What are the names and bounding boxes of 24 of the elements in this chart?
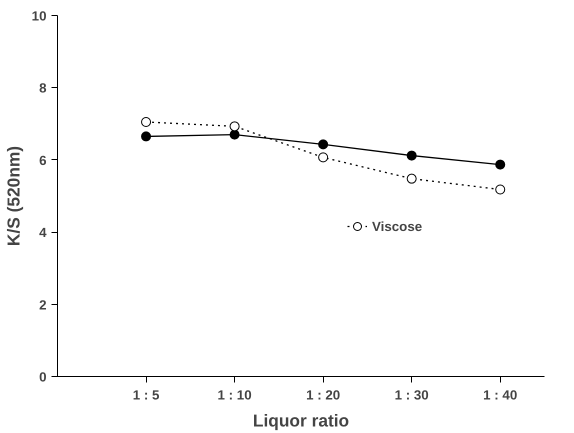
point — [318, 152, 328, 162]
y-tick-label: 10 — [32, 8, 47, 24]
y-axis-title: K/S (520nm) — [4, 146, 24, 246]
y-tick-label: 6 — [39, 152, 47, 168]
point — [141, 117, 152, 127]
x-axis-title: Liquor ratio — [252, 410, 350, 430]
x-tick-label: 1 : 30 — [394, 388, 429, 402]
legend-label: Viscose — [372, 218, 422, 234]
x-tick-label: 1 : 20 — [306, 388, 340, 402]
point — [406, 150, 417, 161]
y-tick-label: 2 — [39, 297, 47, 312]
y-tick-label: 4 — [39, 225, 48, 240]
x-tick-label: 1 : 5 — [132, 388, 160, 402]
point — [141, 131, 152, 142]
point — [318, 139, 328, 150]
x-tick-label: 1 : 40 — [483, 388, 518, 402]
point — [230, 130, 240, 140]
y-tick-label: 8 — [39, 80, 47, 96]
point — [230, 121, 240, 132]
point — [495, 160, 506, 170]
y-tick-label: 0 — [39, 370, 47, 384]
x-tick-label: 1 : 10 — [218, 388, 252, 402]
point — [495, 184, 506, 194]
point — [406, 174, 417, 184]
